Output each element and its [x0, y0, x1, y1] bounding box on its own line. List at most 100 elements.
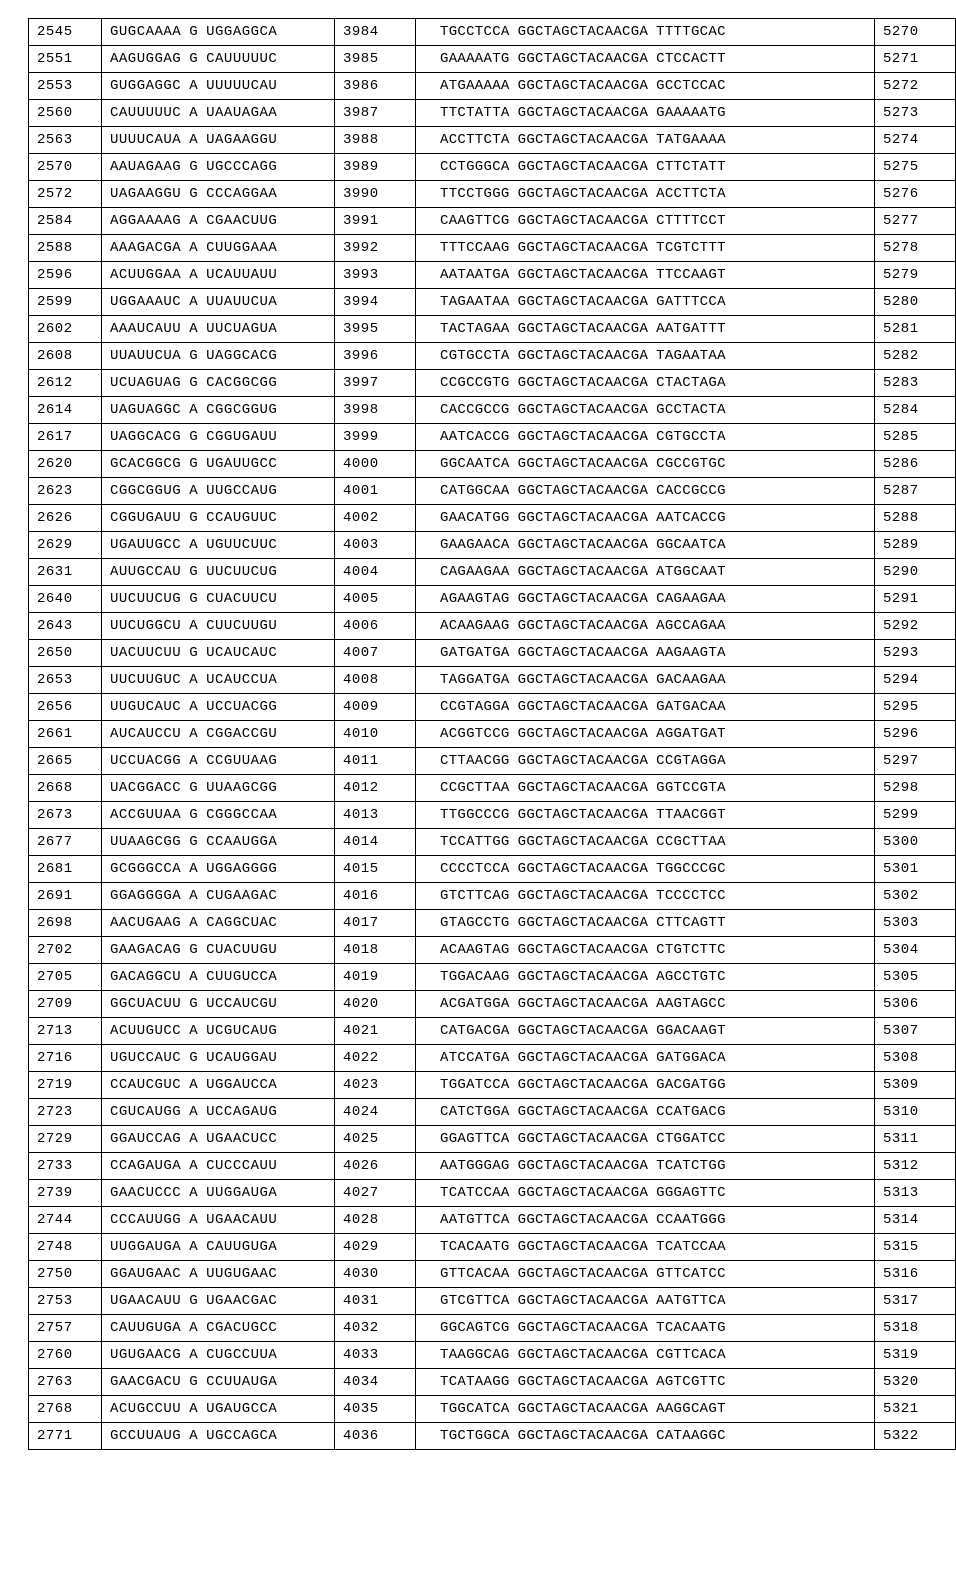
- seq2-right: TAGAATAA: [656, 348, 726, 364]
- col-index-1: 2757: [29, 1315, 102, 1342]
- col-seq-2: GGCAATCAGGCTAGCTACAACGACGCCGTGC: [416, 451, 875, 478]
- index-1: 2757: [37, 1320, 73, 1336]
- col-seq-1: GACAGGCU A CUUGUCCA: [102, 964, 335, 991]
- col-index-2: 3988: [335, 127, 416, 154]
- seq1-mid: A: [189, 726, 198, 742]
- seq1-right: CCUUAUGA: [206, 1374, 277, 1390]
- seq1-right: UUCUUCUG: [206, 564, 277, 580]
- seq1-right: UCCUACGG: [206, 699, 277, 715]
- col-index-1: 2626: [29, 505, 102, 532]
- seq2-right: AAGAAGTA: [656, 645, 726, 661]
- seq1-mid: A: [189, 969, 198, 985]
- index-1: 2709: [37, 996, 73, 1012]
- seq2-left: GGCAATCA: [440, 456, 510, 472]
- seq2-mid: GGCTAGCTACAACGA: [518, 267, 649, 283]
- seq2-mid: GGCTAGCTACAACGA: [518, 456, 649, 472]
- col-index-2: 4008: [335, 667, 416, 694]
- index-1: 2656: [37, 699, 73, 715]
- seq1-mid: A: [189, 321, 198, 337]
- col-seq-1: UUAUUCUAGUAGGCACG: [102, 343, 335, 370]
- seq1-left: CGUCAUGG: [110, 1104, 181, 1120]
- seq1-right: UCAUGGAU: [206, 1050, 277, 1066]
- seq1-right: CUACUUCU: [206, 591, 277, 607]
- seq1-mid: A: [189, 618, 198, 634]
- index-3: 5281: [883, 321, 919, 337]
- index-2: 4030: [343, 1266, 379, 1282]
- table-row: 2716UGUCCAUCGUCAUGGAU4022ATCCATGAGGCTAGC…: [29, 1045, 956, 1072]
- seq2-left: TGCTGGCA: [440, 1428, 510, 1444]
- seq1-mid: A: [189, 78, 198, 94]
- index-2: 4009: [343, 699, 379, 715]
- seq2-mid: GGCTAGCTACAACGA: [518, 294, 649, 310]
- col-seq-2: CAAGTTCGGGCTAGCTACAACGACTTTTCCT: [416, 208, 875, 235]
- col-seq-2: CACCGCCGGGCTAGCTACAACGAGCCTACTA: [416, 397, 875, 424]
- col-index-1: 2668: [29, 775, 102, 802]
- col-index-2: 4024: [335, 1099, 416, 1126]
- col-index-2: 3995: [335, 316, 416, 343]
- col-seq-2: ACCTTCTAGGCTAGCTACAACGATATGAAAA: [416, 127, 875, 154]
- seq1-right: UUCUAGUA: [206, 321, 277, 337]
- index-1: 2668: [37, 780, 73, 796]
- col-index-1: 2677: [29, 829, 102, 856]
- col-seq-2: ACAAGTAGGGCTAGCTACAACGACTGTCTTC: [416, 937, 875, 964]
- index-3: 5295: [883, 699, 919, 715]
- col-index-3: 5289: [875, 532, 956, 559]
- index-2: 4024: [343, 1104, 379, 1120]
- seq1-left: AGGAAAAG: [110, 213, 181, 229]
- seq2-left: AATCACCG: [440, 429, 510, 445]
- seq2-mid: GGCTAGCTACAACGA: [518, 375, 649, 391]
- seq2-left: CTTAACGG: [440, 753, 510, 769]
- col-index-2: 4013: [335, 802, 416, 829]
- index-2: 3998: [343, 402, 379, 418]
- seq1-mid: A: [189, 402, 198, 418]
- seq2-left: CATCTGGA: [440, 1104, 510, 1120]
- seq2-left: AATGTTCA: [440, 1212, 510, 1228]
- seq1-mid: A: [189, 699, 198, 715]
- table-row: 2623CGGCGGUGAUUGCCAUG4001CATGGCAAGGCTAGC…: [29, 478, 956, 505]
- index-1: 2620: [37, 456, 73, 472]
- index-3: 5271: [883, 51, 919, 67]
- index-1: 2681: [37, 861, 73, 877]
- seq1-left: AUCAUCCU: [110, 726, 181, 742]
- index-3: 5316: [883, 1266, 919, 1282]
- seq1-mid: A: [189, 294, 198, 310]
- seq1-left: GACAGGCU: [110, 969, 181, 985]
- seq2-mid: GGCTAGCTACAACGA: [518, 1050, 649, 1066]
- col-seq-1: UUCUGGCUACUUCUUGU: [102, 613, 335, 640]
- seq2-mid: GGCTAGCTACAACGA: [518, 996, 649, 1012]
- table-row: 2560CAUUUUUCAUAAUAGAA3987TTCTATTAGGCTAGC…: [29, 100, 956, 127]
- seq1-right: UGGAUCCA: [206, 1077, 277, 1093]
- col-seq-2: ATGAAAAAGGCTAGCTACAACGAGCCTCCAC: [416, 73, 875, 100]
- col-seq-1: UGUGAACGACUGCCUUA: [102, 1342, 335, 1369]
- col-seq-2: GGAGTTCAGGCTAGCTACAACGACTGGATCC: [416, 1126, 875, 1153]
- col-index-1: 2570: [29, 154, 102, 181]
- seq2-right: CTGTCTTC: [656, 942, 726, 958]
- index-2: 4003: [343, 537, 379, 553]
- seq1-mid: G: [189, 780, 198, 796]
- seq2-mid: GGCTAGCTACAACGA: [518, 78, 649, 94]
- seq1-left: CGGUGAUU: [110, 510, 181, 526]
- table-row: 2677UUAAGCGGGCCAAUGGA4014TCCATTGGGGCTAGC…: [29, 829, 956, 856]
- col-index-2: 3998: [335, 397, 416, 424]
- col-index-2: 4026: [335, 1153, 416, 1180]
- index-3: 5320: [883, 1374, 919, 1390]
- col-index-2: 4031: [335, 1288, 416, 1315]
- col-index-2: 4020: [335, 991, 416, 1018]
- table-row: 2650UACUUCUUGUCAUCAUC4007GATGATGAGGCTAGC…: [29, 640, 956, 667]
- seq1-right: UUAAGCGG: [206, 780, 277, 796]
- col-seq-1: GGAUCCAGAUGAACUCC: [102, 1126, 335, 1153]
- col-index-2: 4032: [335, 1315, 416, 1342]
- seq1-mid: G: [189, 456, 198, 472]
- col-index-1: 2623: [29, 478, 102, 505]
- seq1-right: CUUGUCCA: [206, 969, 277, 985]
- seq2-right: CGTGCCTA: [656, 429, 726, 445]
- col-index-2: 3989: [335, 154, 416, 181]
- index-2: 3988: [343, 132, 379, 148]
- seq2-left: GAACATGG: [440, 510, 510, 526]
- seq2-mid: GGCTAGCTACAACGA: [518, 645, 649, 661]
- col-seq-2: GTCTTCAGGGCTAGCTACAACGATCCCCTCC: [416, 883, 875, 910]
- seq1-mid: A: [189, 1320, 198, 1336]
- col-seq-1: AUCAUCCUACGGACCGU: [102, 721, 335, 748]
- seq1-left: GGCUACUU: [110, 996, 181, 1012]
- seq2-left: TTGGCCCG: [440, 807, 510, 823]
